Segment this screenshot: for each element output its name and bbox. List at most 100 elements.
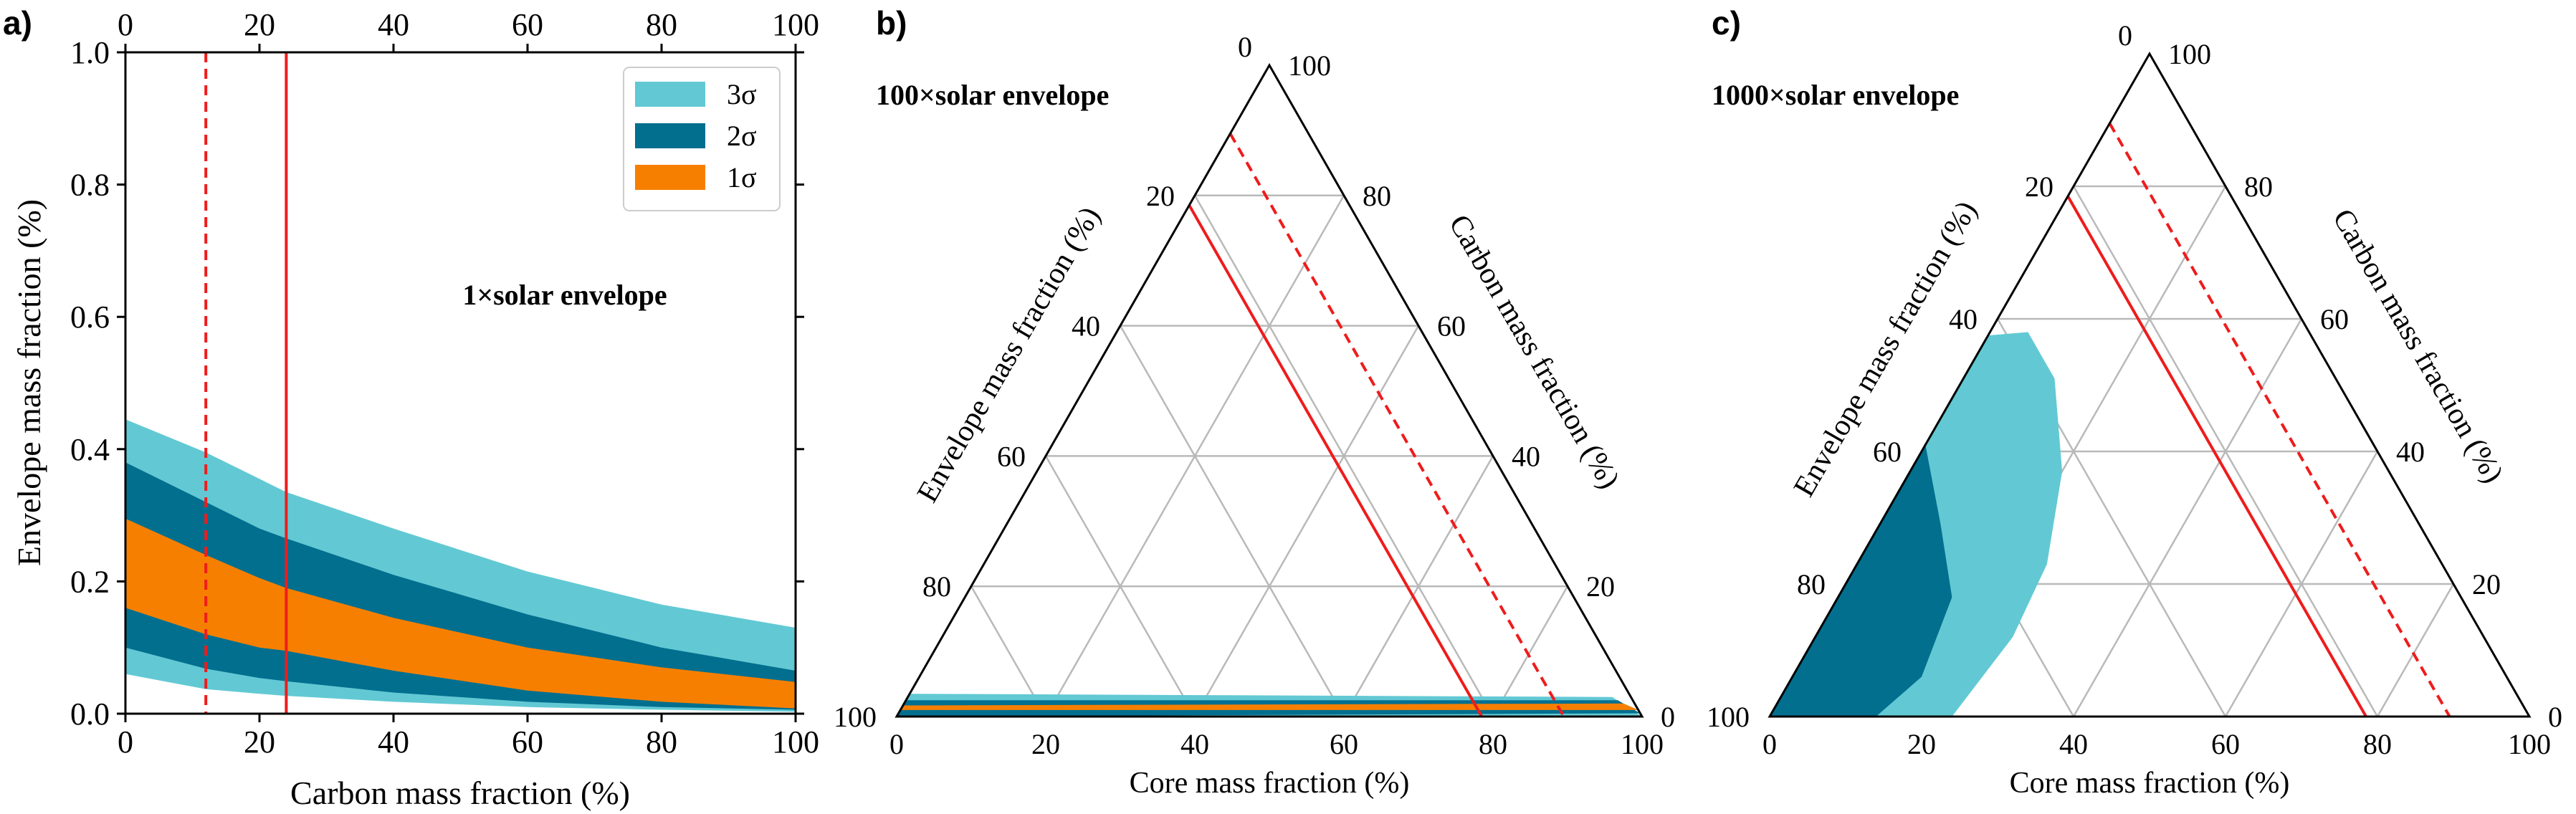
panel-b-regions bbox=[897, 694, 1642, 717]
legend-label-3sigma: 3σ bbox=[727, 78, 757, 110]
panel-a-legend: 3σ 2σ 1σ bbox=[623, 67, 781, 211]
top-tick-label: 60 bbox=[512, 7, 543, 42]
panel-a-x-axis-label: Carbon mass fraction (%) bbox=[290, 775, 630, 811]
top-tick-label: 20 bbox=[244, 7, 275, 42]
panel-a: a) 0 20 40 60 80 100 0 20 40 60 80 100 0.00.20.40.… bbox=[3, 4, 819, 811]
envelope-tick-label: 60 bbox=[997, 440, 1026, 472]
core-tick-label: 60 bbox=[1330, 728, 1358, 760]
y-tick-label: 0.2 bbox=[70, 564, 110, 599]
grid-line bbox=[1492, 585, 1569, 717]
panel-a-top-ticks: 0 20 40 60 80 100 bbox=[118, 7, 819, 52]
carbon-tick-label: 80 bbox=[2244, 171, 2273, 203]
panel-b-label: b) bbox=[876, 4, 907, 42]
envelope-tick-label: 20 bbox=[1146, 180, 1175, 212]
top-tick-label: 100 bbox=[772, 7, 819, 42]
hline-dashed bbox=[1229, 133, 1565, 717]
grid-line bbox=[1119, 325, 1345, 717]
top-tick-label: 0 bbox=[118, 7, 133, 42]
legend-label-2sigma: 2σ bbox=[727, 120, 757, 152]
x-tick-label: 100 bbox=[772, 724, 819, 760]
envelope-tick-label: 100 bbox=[834, 701, 877, 733]
panel-b: b) 100×solar envelope 0 20 40 60 80 100 20 40 60… bbox=[834, 4, 1675, 800]
triangle-frame bbox=[895, 62, 1644, 718]
grid-line bbox=[1044, 455, 1196, 717]
y-tick-label: 0.8 bbox=[70, 168, 110, 203]
panel-a-frame bbox=[124, 51, 797, 715]
panel-c-label: c) bbox=[1712, 4, 1741, 42]
band-1sigma bbox=[125, 518, 796, 709]
panel-c-core-axis-label: Core mass fraction (%) bbox=[2010, 767, 2290, 800]
panel-b-frame bbox=[895, 62, 1644, 718]
y-tick-label: 0.4 bbox=[70, 432, 110, 467]
core-tick-label: 100 bbox=[2508, 728, 2551, 760]
x-tick-label: 40 bbox=[378, 724, 409, 760]
carbon-tick-label: 20 bbox=[2472, 568, 2501, 600]
core-tick-label: 0 bbox=[1762, 728, 1777, 760]
envelope-tick-label: 40 bbox=[1949, 303, 1978, 335]
carbon-tick-label: 60 bbox=[1437, 310, 1466, 343]
triangle-frame bbox=[1768, 51, 2532, 718]
envelope-tick-label: 0 bbox=[2118, 19, 2132, 52]
envelope-tick-label: 0 bbox=[1238, 31, 1252, 63]
carbon-tick-label: 100 bbox=[2168, 38, 2211, 70]
legend-swatch-1sigma bbox=[635, 165, 705, 190]
carbon-tick-label: 0 bbox=[1661, 701, 1675, 733]
hline-dashed bbox=[2108, 123, 2451, 717]
envelope-tick-label: 80 bbox=[1797, 568, 1826, 600]
panel-c-hlines bbox=[2066, 123, 2451, 717]
core-tick-label: 20 bbox=[1031, 728, 1060, 760]
grid-line bbox=[2224, 451, 2379, 717]
panel-a-title: 1×solar envelope bbox=[462, 279, 667, 311]
grid-line bbox=[2072, 318, 2303, 717]
legend-swatch-2sigma bbox=[635, 123, 705, 148]
carbon-tick-label: 40 bbox=[1512, 440, 1540, 472]
envelope-tick-label: 60 bbox=[1873, 436, 1902, 468]
panel-c-frame bbox=[1768, 51, 2532, 718]
grid-line bbox=[1193, 325, 1420, 717]
y-tick-label: 1.0 bbox=[70, 35, 110, 70]
carbon-tick-label: 60 bbox=[2320, 303, 2349, 335]
core-tick-label: 40 bbox=[1180, 728, 1209, 760]
core-tick-label: 40 bbox=[2059, 728, 2088, 760]
y-tick-label: 0.0 bbox=[70, 696, 110, 732]
envelope-tick-label: 20 bbox=[2025, 171, 2053, 203]
hline-solid bbox=[2066, 195, 2367, 717]
y-tick-label: 0.6 bbox=[70, 300, 110, 335]
panel-a-label: a) bbox=[3, 4, 32, 42]
panel-a-bands bbox=[125, 419, 796, 712]
core-tick-label: 100 bbox=[1621, 728, 1664, 760]
core-tick-label: 80 bbox=[1479, 728, 1507, 760]
region-2sigma bbox=[1770, 444, 1952, 717]
core-tick-label: 0 bbox=[889, 728, 904, 760]
envelope-tick-label: 40 bbox=[1072, 310, 1100, 343]
grid-line bbox=[1342, 455, 1494, 717]
panel-b-hlines bbox=[1188, 133, 1565, 717]
legend-label-1sigma: 1σ bbox=[727, 161, 757, 193]
panel-b-grid bbox=[970, 194, 1569, 717]
x-tick-label: 60 bbox=[512, 724, 543, 760]
grid-line bbox=[2376, 583, 2455, 717]
region-1sigma bbox=[900, 703, 1638, 710]
panel-b-title: 100×solar envelope bbox=[876, 79, 1109, 111]
panel-a-vlines bbox=[204, 52, 288, 714]
panel-c-title: 1000×solar envelope bbox=[1712, 79, 1959, 111]
hline-solid bbox=[1188, 204, 1484, 717]
legend-swatch-3sigma bbox=[635, 82, 705, 107]
panel-a-y-axis-label: Envelope mass fraction (%) bbox=[11, 199, 47, 566]
carbon-tick-label: 100 bbox=[1288, 49, 1331, 82]
envelope-tick-label: 80 bbox=[922, 570, 951, 603]
envelope-tick-label: 100 bbox=[1707, 701, 1750, 733]
core-tick-label: 20 bbox=[1907, 728, 1936, 760]
panel-b-core-axis-label: Core mass fraction (%) bbox=[1130, 767, 1410, 800]
x-tick-label: 20 bbox=[244, 724, 275, 760]
core-tick-label: 60 bbox=[2211, 728, 2240, 760]
carbon-tick-label: 20 bbox=[1586, 570, 1615, 603]
panel-c-regions bbox=[1770, 332, 2063, 717]
top-tick-label: 80 bbox=[646, 7, 677, 42]
panel-a-y-ticks: 0.0 0.2 0.4 0.6 0.8 1.0 bbox=[70, 35, 804, 732]
carbon-tick-label: 0 bbox=[2548, 701, 2562, 733]
carbon-tick-label: 40 bbox=[2396, 436, 2425, 468]
panel-c: c) 1000×solar envelope 0 20 40 60 80 100 20 40 6… bbox=[1707, 4, 2562, 800]
